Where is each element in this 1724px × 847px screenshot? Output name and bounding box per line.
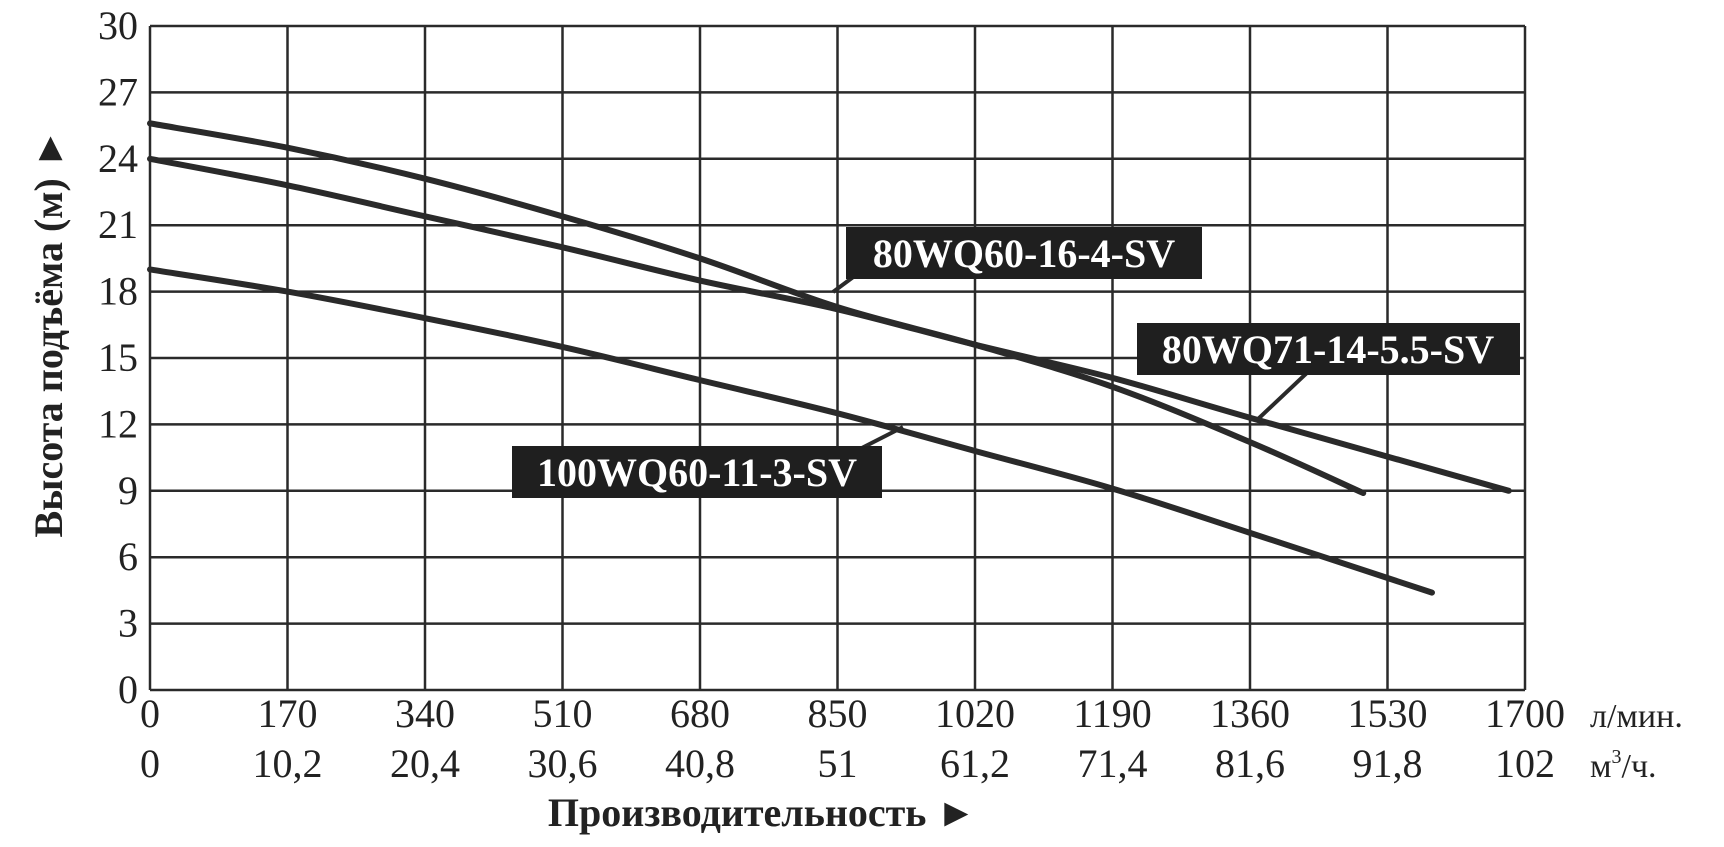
x-tick-label-secondary: 51 — [818, 741, 858, 786]
series-label-100wq60: 100WQ60-11-3-SV — [512, 446, 882, 498]
y-tick-label: 24 — [98, 136, 138, 181]
y-tick-label: 3 — [118, 601, 138, 646]
x-tick-label-primary: 850 — [808, 691, 868, 736]
x-tick-label-primary: 1360 — [1210, 691, 1290, 736]
y-tick-label: 6 — [118, 534, 138, 579]
x-axis-title: Производительность ► — [548, 790, 976, 835]
x-tick-labels: 0 170 340 510 680 850 1020 1190 1360 1530 1700 0 10,… — [140, 691, 1565, 786]
svg-text:80WQ60-16-4-SV: 80WQ60-16-4-SV — [873, 231, 1175, 276]
y-tick-label: 12 — [98, 401, 138, 446]
x-tick-label-secondary: 20,4 — [390, 741, 460, 786]
x-tick-label-secondary: 40,8 — [665, 741, 735, 786]
y-axis-title: Высота подъёма (м) ► — [26, 129, 71, 538]
x-tick-label-primary: 1700 — [1485, 691, 1565, 736]
y-tick-label: 21 — [98, 202, 138, 247]
x-tick-label-primary: 1190 — [1073, 691, 1152, 736]
x-tick-label-secondary: 61,2 — [940, 741, 1010, 786]
leader-line-80wq71 — [1255, 368, 1312, 422]
grid — [148, 24, 1527, 692]
y-tick-label: 30 — [98, 3, 138, 48]
x-tick-label-secondary: 0 — [140, 741, 160, 786]
x-tick-label-primary: 510 — [533, 691, 593, 736]
x-tick-label-primary: 680 — [670, 691, 730, 736]
x-tick-label-secondary: 10,2 — [253, 741, 323, 786]
series-label-80wq60: 80WQ60-16-4-SV — [846, 227, 1202, 279]
x-unit-secondary: м3/ч. — [1590, 746, 1657, 785]
series-label-80wq71: 80WQ71-14-5.5-SV — [1137, 323, 1520, 375]
y-tick-label: 18 — [98, 269, 138, 314]
x-tick-label-secondary: 81,6 — [1215, 741, 1285, 786]
x-unit-primary: л/мин. — [1590, 698, 1683, 735]
series-line-80wq71-14-5-5-sv — [147, 155, 1512, 494]
x-tick-label-secondary: 71,4 — [1078, 741, 1148, 786]
series-line-80wq60-16-4-sv — [147, 120, 1367, 497]
x-tick-label-secondary: 30,6 — [528, 741, 598, 786]
x-tick-label-primary: 170 — [258, 691, 318, 736]
x-tick-label-primary: 340 — [395, 691, 455, 736]
x-tick-label-primary: 0 — [140, 691, 160, 736]
y-tick-label: 27 — [98, 69, 138, 114]
x-tick-label-secondary: 102 — [1495, 741, 1555, 786]
curves — [147, 120, 1512, 596]
y-tick-label: 9 — [118, 468, 138, 513]
svg-text:80WQ71-14-5.5-SV: 80WQ71-14-5.5-SV — [1162, 327, 1494, 372]
x-tick-label-secondary: 91,8 — [1353, 741, 1423, 786]
y-tick-label: 15 — [98, 335, 138, 380]
x-tick-label-primary: 1530 — [1348, 691, 1428, 736]
x-axis-arrow: ► — [936, 790, 976, 835]
y-axis-arrow: ► — [26, 129, 71, 169]
x-tick-label-primary: 1020 — [935, 691, 1015, 736]
series-line-100wq60-11-3-sv — [147, 266, 1435, 596]
svg-text:100WQ60-11-3-SV: 100WQ60-11-3-SV — [537, 450, 857, 495]
y-tick-label: 0 — [118, 667, 138, 712]
y-tick-labels: 0 3 6 9 12 15 18 21 24 27 30 — [98, 3, 138, 712]
